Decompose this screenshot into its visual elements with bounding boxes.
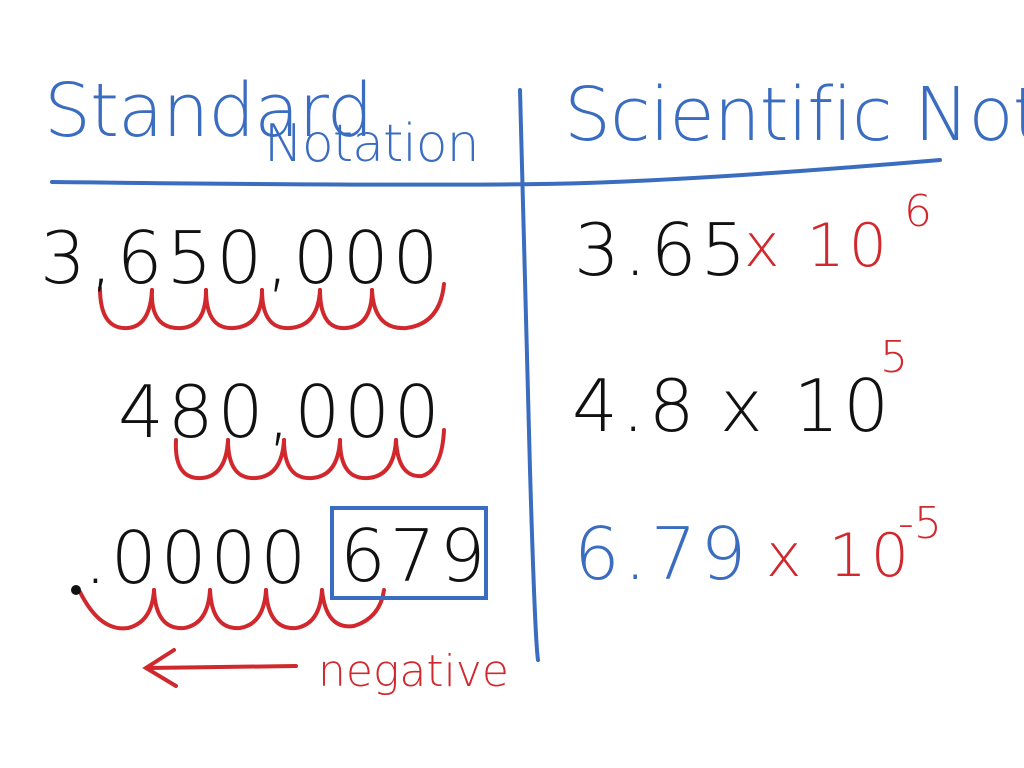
- decimal-point-dot: [71, 585, 81, 595]
- row2-exponent: 5: [880, 332, 908, 383]
- row3-coefficient: 6.79: [574, 512, 751, 596]
- row2-place-loops: [173, 428, 446, 481]
- header-notation: Notation: [264, 114, 480, 174]
- header-standard: Standard: [44, 68, 374, 154]
- header-scientific: Scientific Not.: [564, 72, 1024, 158]
- left-arrow-icon: [142, 648, 298, 688]
- negative-label: negative: [318, 646, 509, 697]
- row1-times-ten: x 10: [744, 211, 891, 281]
- row1-standard: 3,650,000: [40, 216, 443, 300]
- row3-times-ten: x 10: [766, 521, 913, 591]
- row3-place-loops: [78, 588, 386, 631]
- row1-coefficient: 3.65: [574, 208, 751, 292]
- row1-place-loops: [98, 282, 446, 331]
- row2-times-ten: x 10: [720, 364, 894, 448]
- header-divider: [50, 158, 942, 187]
- row3-exponent: -5: [898, 498, 942, 549]
- row1-exponent: 6: [904, 186, 932, 237]
- row2-coefficient: 4.8: [572, 364, 699, 448]
- row3-standard-digits: 679: [340, 514, 490, 598]
- row3-standard-zeros: .0000: [84, 516, 311, 600]
- row2-standard: 480,000: [118, 370, 444, 454]
- column-divider: [518, 88, 540, 662]
- significant-digits-box: [330, 506, 488, 600]
